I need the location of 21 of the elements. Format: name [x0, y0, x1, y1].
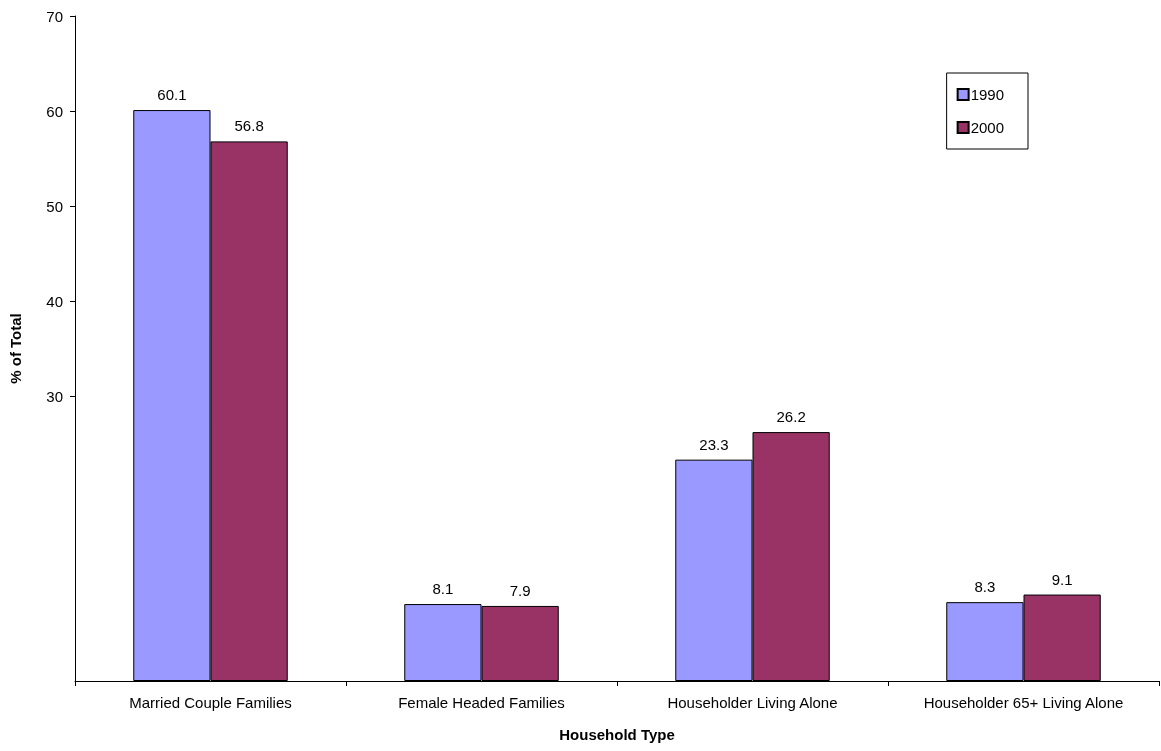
x-tick-label: Householder Living Alone — [667, 694, 838, 711]
data-label: 8.1 — [432, 580, 454, 598]
data-label: 23.3 — [699, 435, 729, 453]
y-tick-label: 60 — [46, 102, 63, 120]
legend-label: 1990 — [970, 86, 1005, 103]
data-label: 7.9 — [509, 581, 531, 599]
data-label: 60.1 — [157, 86, 187, 104]
y-axis-title: % of Total — [7, 313, 24, 384]
y-tick-label: 30 — [46, 387, 63, 405]
x-tick-label: Female Headed Families — [398, 694, 565, 711]
y-tick-label: 50 — [46, 197, 63, 215]
data-label: 56.8 — [234, 117, 264, 135]
x-tick-label: Householder 65+ Living Alone — [923, 694, 1124, 711]
legend-label: 2000 — [970, 119, 1005, 136]
data-label: 8.3 — [974, 578, 996, 596]
y-tick-label: 70 — [46, 7, 63, 25]
x-axis-title: Household Type — [559, 726, 675, 743]
x-tick-label: Married Couple Families — [129, 694, 292, 711]
data-label: 9.1 — [1051, 570, 1073, 588]
data-label: 26.2 — [776, 408, 806, 426]
y-tick-label: 40 — [46, 292, 63, 310]
